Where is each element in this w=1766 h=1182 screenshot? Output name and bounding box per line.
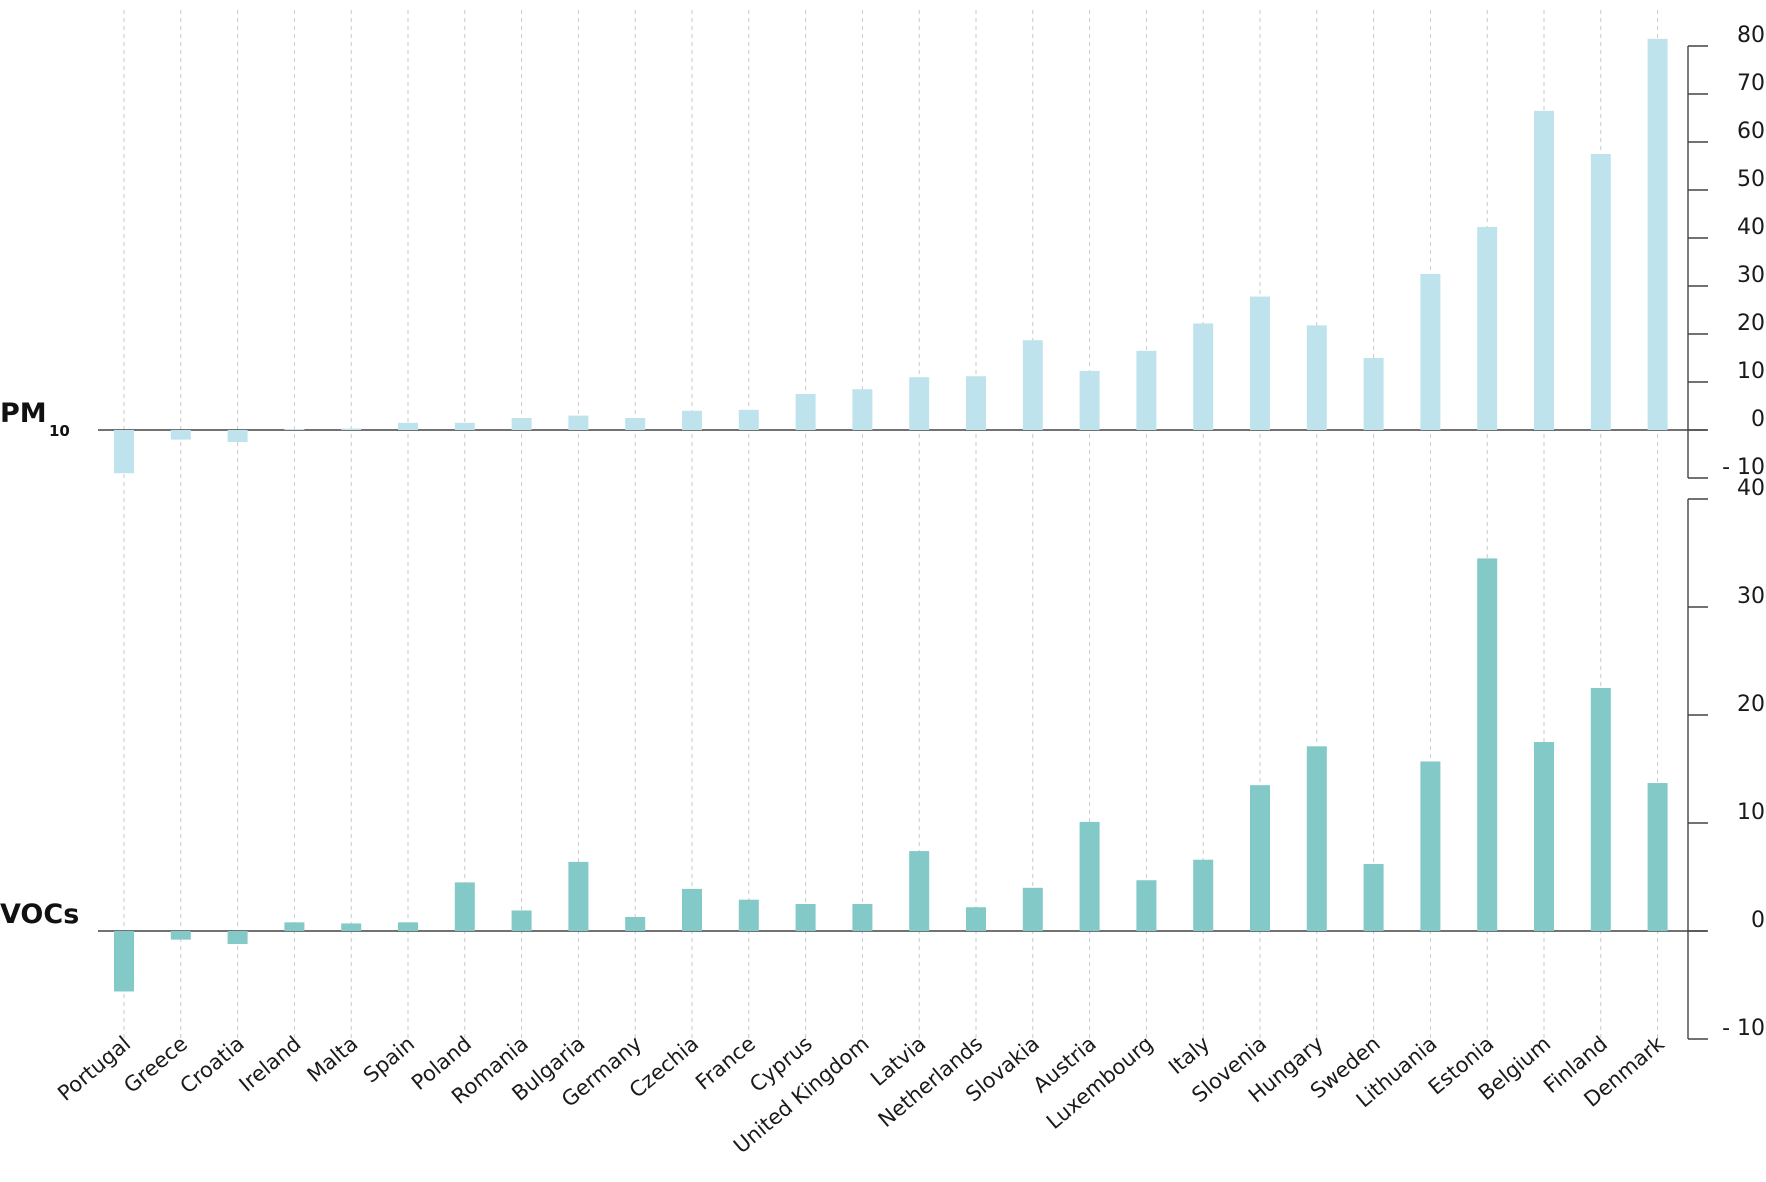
pm10-bar-croatia xyxy=(227,430,248,442)
pm10-tick-label: 10 xyxy=(1737,359,1765,384)
pm10-bar-cyprus xyxy=(795,394,816,430)
pm10-bar-poland xyxy=(454,422,475,430)
pm10-tick-label: 50 xyxy=(1737,167,1765,192)
vocs-bar-italy xyxy=(1193,859,1214,931)
vocs-bar-denmark xyxy=(1647,783,1668,931)
pm10-tick-label: 80 xyxy=(1737,23,1765,48)
vocs-bar-malta xyxy=(341,923,362,931)
vocs-bar-finland xyxy=(1590,688,1611,931)
vocs-tick-label: 10 xyxy=(1737,800,1765,825)
pm10-bar-czechia xyxy=(682,410,702,430)
vocs-bar-estonia xyxy=(1477,558,1498,931)
vocs-bar-france xyxy=(738,899,759,931)
pm10-bar-finland xyxy=(1590,154,1611,430)
pm10-bar-estonia xyxy=(1477,226,1498,430)
vocs-bar-netherlands xyxy=(966,907,986,931)
vocs-bar-austria xyxy=(1079,821,1100,931)
vocs-bar-czechia xyxy=(682,888,702,931)
vocs-bar-belgium xyxy=(1534,742,1554,931)
pm10-bar-austria xyxy=(1079,370,1100,430)
vocs-bar-greece xyxy=(170,931,191,940)
pm10-bar-portugal xyxy=(114,430,134,474)
pm10-tick-label: 0 xyxy=(1751,407,1765,432)
pm10-bar-belgium xyxy=(1534,110,1554,431)
category-label-portugal: Portugal xyxy=(53,1031,135,1105)
vocs-bar-spain xyxy=(398,922,418,931)
vocs-bar-portugal xyxy=(114,931,134,992)
pm10-bar-bulgaria xyxy=(568,415,589,430)
pm10-bar-united-kingdom xyxy=(852,389,873,430)
vocs-tick-label: 40 xyxy=(1737,476,1765,501)
pm10-bar-hungary xyxy=(1306,325,1327,430)
vocs-tick-label: 0 xyxy=(1751,908,1765,933)
pm10-bar-greece xyxy=(170,430,191,440)
vocs-bar-sweden xyxy=(1363,864,1384,931)
pm10-bar-romania xyxy=(511,418,532,430)
pm10-bar-latvia xyxy=(909,377,930,430)
vocs-bar-slovenia xyxy=(1250,785,1270,931)
vocs-bar-luxembourg xyxy=(1136,880,1157,931)
vocs-bar-hungary xyxy=(1306,746,1327,931)
pm10-bar-luxembourg xyxy=(1136,350,1157,430)
vocs-bar-united-kingdom xyxy=(852,904,873,931)
pm10-bar-slovakia xyxy=(1022,340,1043,430)
vocs-panel: 40 30 20 10 0 - 10 VOCs xyxy=(0,476,1765,1041)
category-axis-labels: PortugalGreeceCroatiaIrelandMaltaSpainPo… xyxy=(53,1031,1669,1158)
vocs-bar-slovakia xyxy=(1022,887,1043,931)
pm10-bar-sweden xyxy=(1363,358,1384,430)
pm10-tick-label: 20 xyxy=(1737,311,1765,336)
pm10-tick-label: 40 xyxy=(1737,215,1765,240)
vocs-bar-poland xyxy=(454,882,475,931)
pm10-bar-netherlands xyxy=(966,376,986,430)
category-label-croatia: Croatia xyxy=(176,1031,249,1098)
vocs-bar-ireland xyxy=(284,922,305,931)
pm10-bar-ireland xyxy=(284,429,305,430)
pm10-bar-denmark xyxy=(1647,38,1668,431)
pm10-tick-label: 60 xyxy=(1737,119,1765,144)
vocs-bar-romania xyxy=(511,910,532,931)
pm10-bar-slovenia xyxy=(1250,296,1270,430)
vocs-tick-label: 20 xyxy=(1737,692,1765,717)
pm10-bar-lithuania xyxy=(1420,274,1441,430)
vocs-bar-latvia xyxy=(909,851,930,931)
pm10-tick-label: - 10 xyxy=(1722,455,1765,480)
pm10-tick-label: 30 xyxy=(1737,263,1765,288)
category-label-ireland: Ireland xyxy=(235,1031,306,1096)
vocs-bar-cyprus xyxy=(795,904,816,931)
vocs-bar-germany xyxy=(625,916,646,931)
vocs-bar-croatia xyxy=(227,931,248,944)
vocs-tick-label: - 10 xyxy=(1722,1016,1765,1041)
pm10-bar-spain xyxy=(398,422,418,430)
pm10-tick-label: 70 xyxy=(1737,71,1765,96)
category-label-malta: Malta xyxy=(303,1031,363,1087)
vocs-tick-label: 30 xyxy=(1737,584,1765,609)
vocs-bar-lithuania xyxy=(1420,761,1441,931)
vocs-bar-bulgaria xyxy=(568,861,589,931)
pm10-panel-label-subscript: 10 xyxy=(49,422,70,440)
pm10-panel-label: PM xyxy=(0,398,47,429)
vocs-panel-label: VOCs xyxy=(0,899,79,930)
pm10-bar-france xyxy=(738,409,759,430)
pm10-bar-italy xyxy=(1193,323,1214,430)
pm10-bar-malta xyxy=(341,428,362,430)
pm10-bar-germany xyxy=(625,418,646,430)
